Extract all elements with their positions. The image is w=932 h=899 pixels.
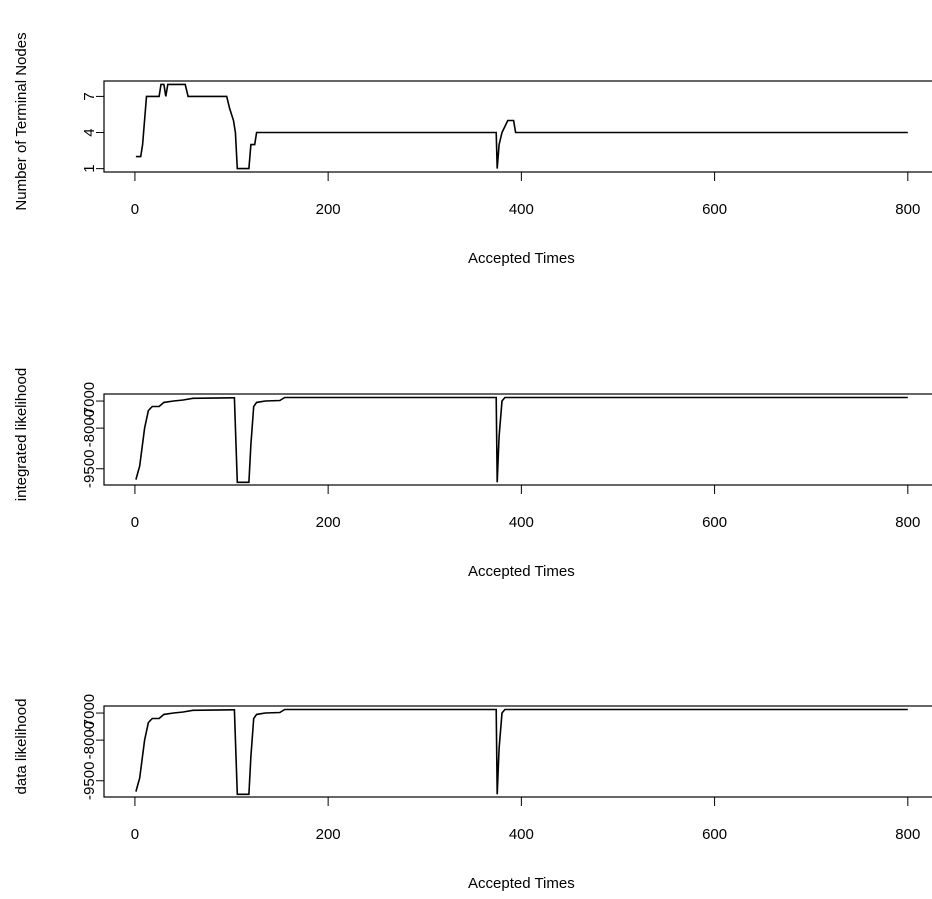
data-line (135, 396, 908, 484)
data-line (135, 83, 908, 170)
plot-frame (103, 393, 932, 486)
x-tick-label: 200 (316, 826, 341, 843)
y-tick-label: -9500 (81, 762, 98, 800)
y-tick-label: 1 (81, 164, 98, 172)
x-axis-title: Accepted Times (468, 563, 575, 580)
y-tick-label: -8000 (81, 721, 98, 759)
x-tick-label: 200 (316, 201, 341, 218)
x-axis-title: Accepted Times (468, 250, 575, 267)
data-line (135, 708, 908, 796)
x-tick-label: 800 (895, 201, 920, 218)
x-tick-label: 600 (702, 201, 727, 218)
x-tick-label: 800 (895, 514, 920, 531)
x-tick-label: 0 (131, 826, 139, 843)
y-tick-label: -9500 (81, 450, 98, 488)
y-tick-label: -8000 (81, 409, 98, 447)
x-axis-title: Accepted Times (468, 875, 575, 892)
x-tick-label: 400 (509, 826, 534, 843)
x-tick-label: 200 (316, 514, 341, 531)
plot-frame (103, 80, 932, 173)
y-axis-title: Number of Terminal Nodes (13, 32, 30, 210)
x-tick-label: 400 (509, 514, 534, 531)
x-tick-label: 0 (131, 514, 139, 531)
x-tick-label: 800 (895, 826, 920, 843)
x-tick-label: 600 (702, 826, 727, 843)
y-tick-label: 7 (81, 92, 98, 100)
y-tick-label: -7000 (81, 382, 98, 420)
y-tick-label: 4 (81, 128, 98, 136)
plot-frame (103, 705, 932, 798)
y-axis-title: data likelihood (13, 699, 30, 795)
y-axis-title: integrated likelihood (13, 368, 30, 501)
x-tick-label: 0 (131, 201, 139, 218)
x-tick-label: 600 (702, 514, 727, 531)
x-tick-label: 400 (509, 201, 534, 218)
y-tick-label: -7000 (81, 694, 98, 732)
